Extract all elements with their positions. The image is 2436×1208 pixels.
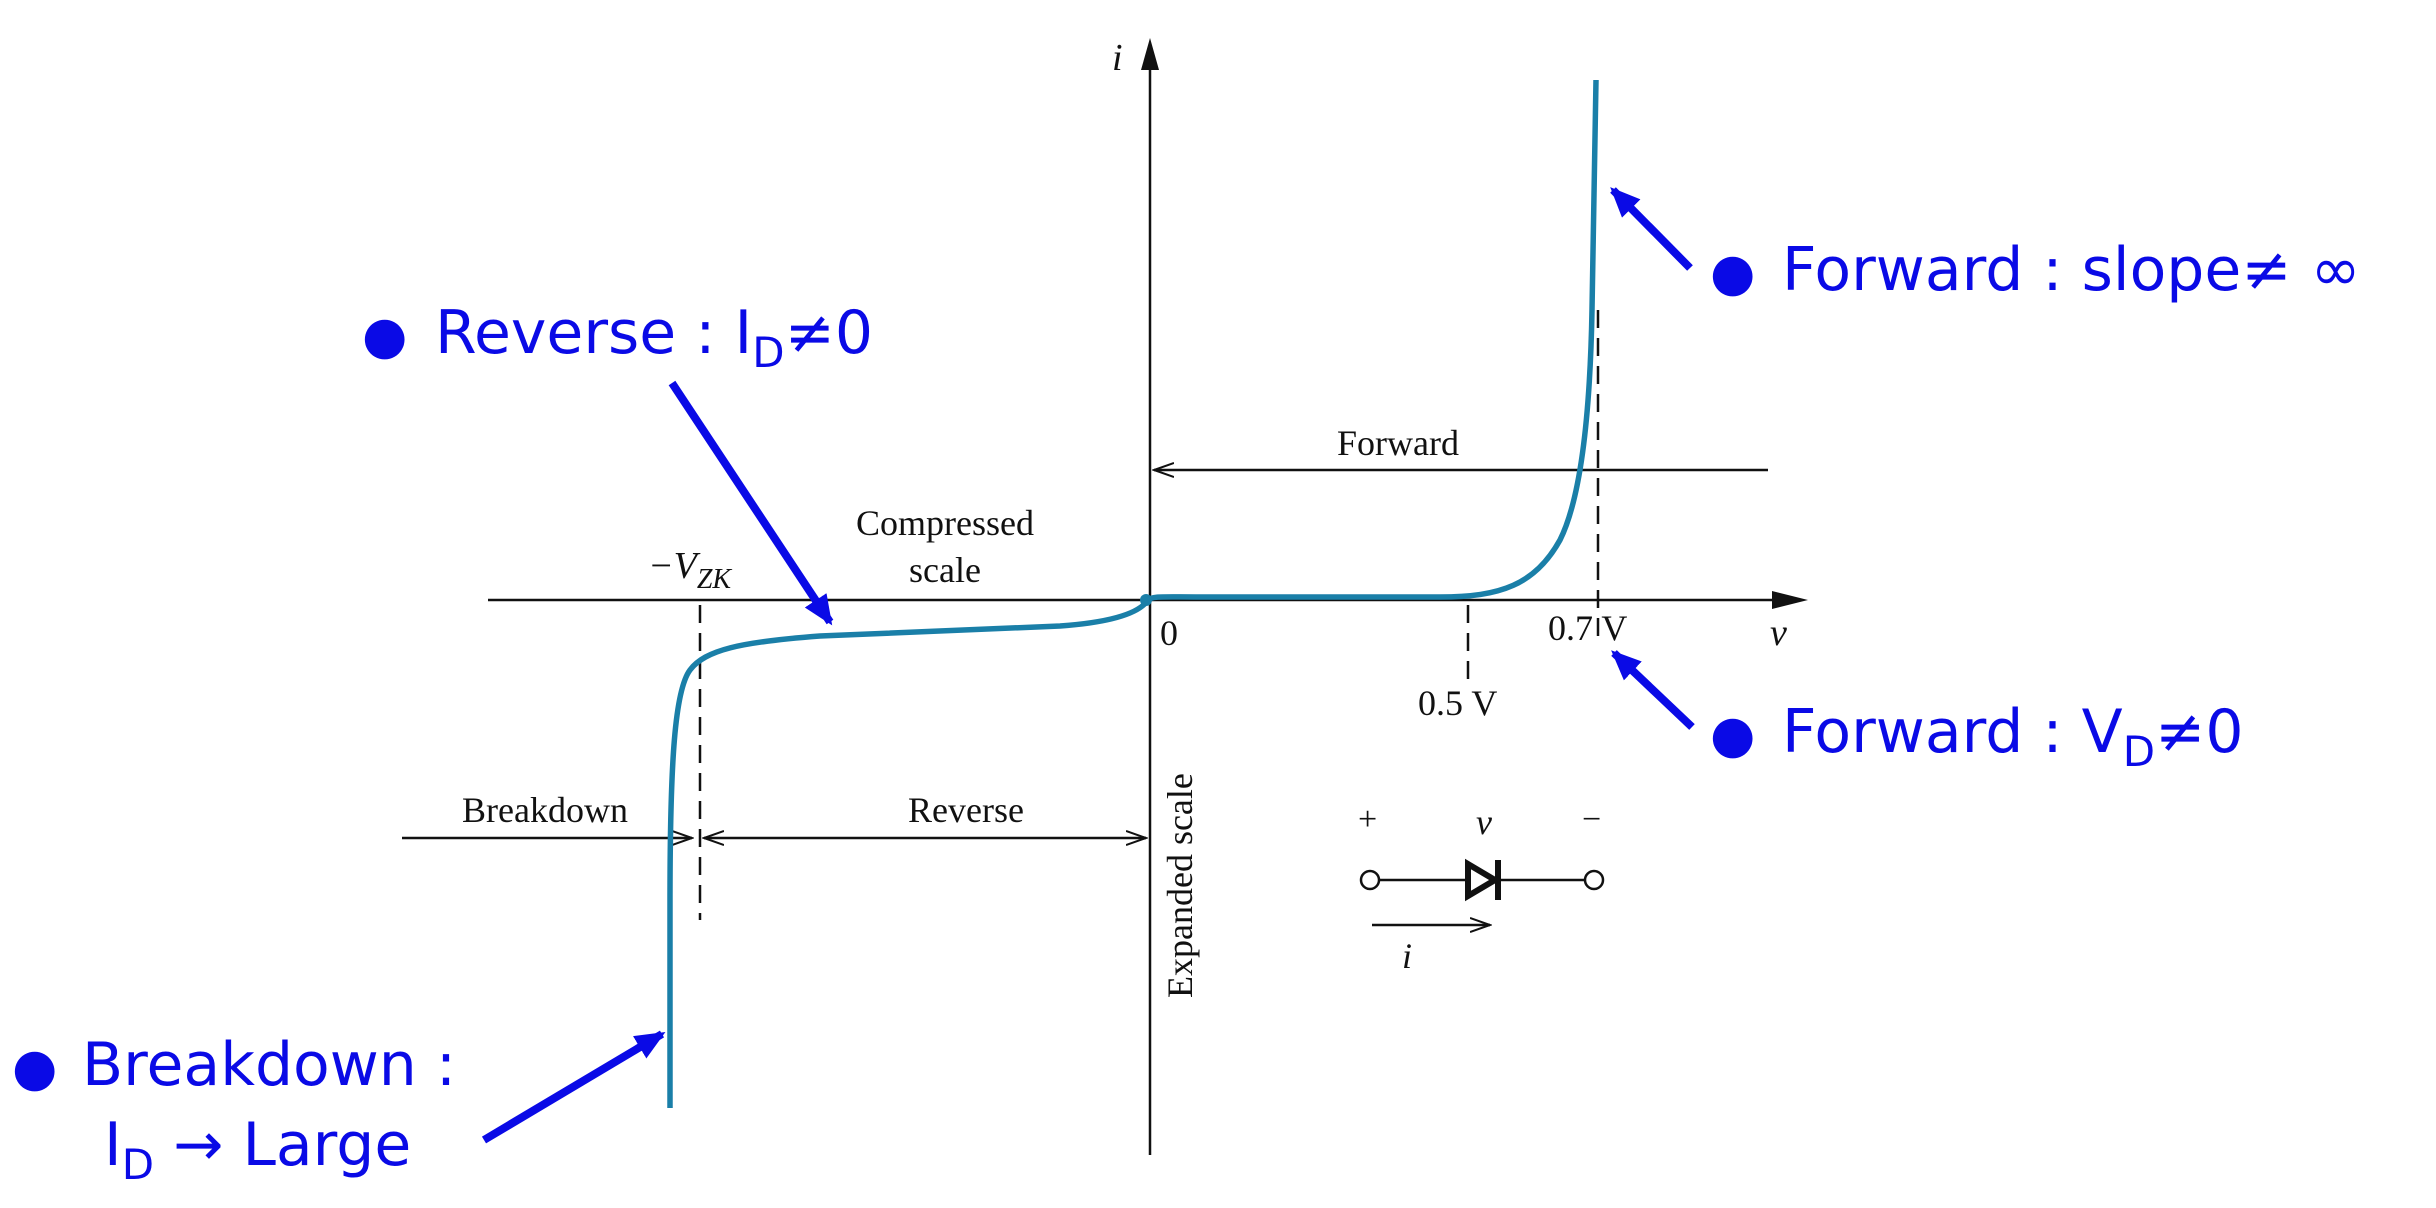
voltage-axis-arrowhead [1772, 591, 1808, 609]
origin-marker [1140, 594, 1152, 606]
diode-voltage-label: v [1476, 802, 1492, 842]
forward-slope-pointer-arrow [1610, 187, 1693, 271]
current-axis-arrowhead [1141, 38, 1159, 70]
diode-triangle [1465, 858, 1501, 902]
voltage-axis-label: v [1770, 612, 1787, 654]
breakdown-annotation: ● Breakdown : ID → Large [12, 1030, 456, 1189]
diode-plus-sign: + [1358, 801, 1377, 838]
breakdown-line1: Breakdown : [82, 1030, 456, 1100]
reverse-bullet: ● [362, 306, 407, 366]
diode-current-label: i [1402, 936, 1412, 976]
tick-0-7-volt: 0.7 V [1548, 608, 1627, 648]
breakdown-line2-rest: → Large [154, 1110, 411, 1180]
breakdown-line2-sub: D [122, 1140, 154, 1189]
breakdown-pointer-arrow [481, 1030, 666, 1144]
expanded-scale-label: Expanded scale [1160, 773, 1200, 998]
forward-vd-rest: ≠0 [2155, 697, 2243, 767]
breakdown-bullet: ● [12, 1038, 57, 1098]
reverse-sub: D [752, 328, 784, 377]
forward-slope-bullet: ● [1710, 243, 1755, 303]
forward-vd-pointer-arrow [1611, 650, 1695, 730]
reverse-annotation: ● Reverse : ID≠0 [362, 298, 873, 377]
compressed-scale-label-line2: scale [909, 550, 981, 590]
forward-vd-bullet: ● [1710, 705, 1755, 765]
forward-vd-sub: D [2123, 727, 2155, 776]
compressed-scale-label-line1: Compressed [856, 503, 1034, 543]
breakdown-region-label: Breakdown [462, 790, 628, 830]
reverse-text: Reverse : ID≠0 [435, 298, 873, 377]
forward-vd-text: Forward : VD≠0 [1782, 697, 2244, 776]
reverse-rest: ≠0 [785, 298, 873, 368]
current-axis-label: i [1112, 37, 1123, 79]
forward-vd-annotation: ● Forward : VD≠0 [1710, 697, 2244, 776]
forward-slope-annotation: ● Forward : slope≠ ∞ [1710, 235, 2361, 305]
anode-terminal [1359, 869, 1381, 891]
reverse-region-label: Reverse [908, 790, 1024, 830]
forward-region-label: Forward [1337, 423, 1459, 463]
vzk-subscript: ZK [697, 564, 733, 595]
vzk-label: −VZK [648, 545, 732, 595]
cathode-terminal [1583, 869, 1605, 891]
reverse-pointer-arrow [668, 380, 834, 626]
reverse-main: Reverse : I [435, 298, 752, 368]
breakdown-line2: ID → Large [104, 1110, 411, 1189]
diode-symbol: + v − i [1358, 801, 1605, 976]
diode-minus-sign: − [1582, 801, 1601, 838]
vzk-minus: −V [648, 545, 701, 587]
forward-slope-text: Forward : slope≠ ∞ [1782, 235, 2361, 305]
tick-0-5-volt: 0.5 V [1418, 683, 1497, 723]
forward-vd-main: Forward : V [1782, 697, 2123, 767]
origin-label: 0 [1160, 613, 1178, 653]
breakdown-line2-main: I [104, 1110, 122, 1180]
